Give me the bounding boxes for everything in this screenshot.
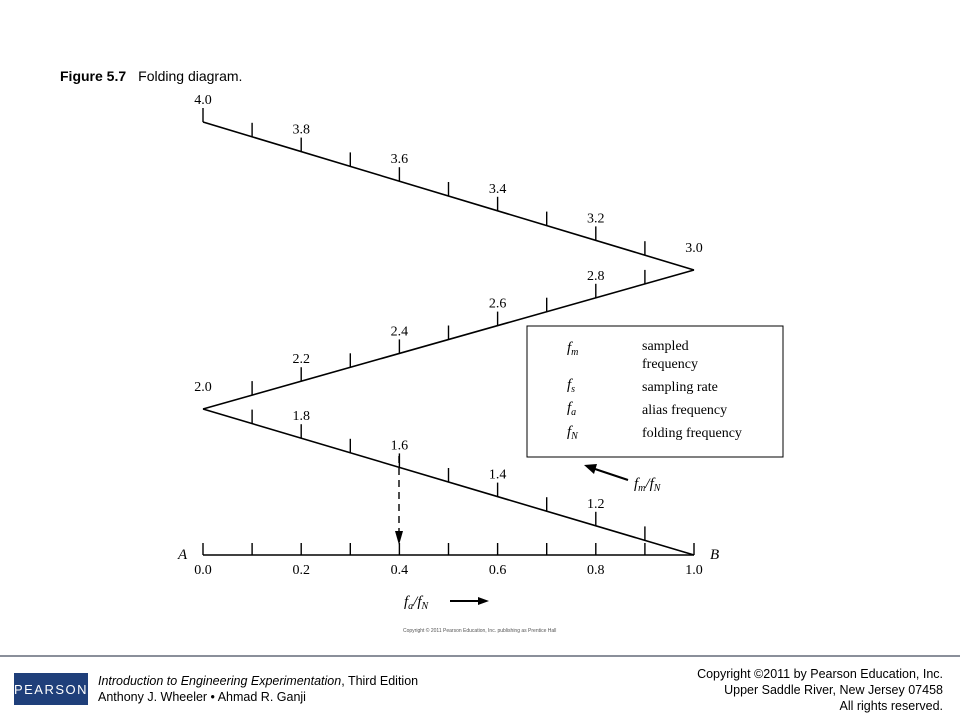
svg-text:sampling rate: sampling rate: [642, 380, 718, 395]
book-edition: , Third Edition: [341, 674, 419, 688]
figure-number: Figure 5.7: [60, 68, 127, 84]
fa-fn-arrow: [450, 597, 489, 605]
svg-text:alias frequency: alias frequency: [642, 403, 727, 418]
upper-scale-label: 3.2: [587, 211, 605, 226]
projection-arrowhead: [395, 531, 403, 545]
axis-scale-label: 0.8: [587, 563, 605, 578]
small-copyright: Copyright © 2011 Pearson Education, Inc.…: [403, 627, 556, 634]
legend-box: [526, 325, 784, 458]
tick-marks: [202, 108, 695, 555]
legend-symbols: fm fs fa fN: [567, 340, 579, 442]
legend-descriptions: sampled frequency sampling rate alias fr…: [642, 339, 742, 441]
axis-scale-label: 0.0: [194, 563, 212, 578]
lower-scale-label: 1.2: [587, 497, 605, 512]
figure-caption: Figure 5.7 Folding diagram.: [60, 68, 242, 84]
axis-scale-label: 0.2: [292, 563, 310, 578]
axis-scale-label: 0.4: [391, 563, 409, 578]
upper-scale-label: 3.8: [292, 123, 310, 138]
svg-text:frequency: frequency: [642, 357, 698, 372]
svg-text:fa: fa: [567, 400, 576, 418]
svg-text:folding frequency: folding frequency: [642, 426, 742, 441]
middle-scale-label: 2.8: [587, 269, 605, 284]
svg-text:fN: fN: [567, 424, 579, 442]
scale-labels: 4.0 3.8 3.6 3.4 3.2 3.0 2.0 2.2 2.4 2.6 2.8 1.8 1.6 1…: [194, 93, 703, 578]
fa-fn-label: fa/fN: [404, 594, 430, 612]
book-title: Introduction to Engineering Experimentat…: [98, 674, 342, 688]
lower-scale-label: 1.6: [391, 438, 409, 453]
middle-scale-label: 2.0: [194, 380, 212, 395]
upper-scale-label: 4.0: [194, 93, 212, 108]
axis-scale-label: 0.6: [489, 563, 507, 578]
folding-diagram: 4.0 3.8 3.6 3.4 3.2 3.0 2.0 2.2 2.4 2.6 2.8 1.8 1.6 1…: [177, 93, 784, 634]
pearson-logo: PEARSON: [14, 673, 88, 705]
fm-fn-arrow: [584, 464, 629, 481]
book-info: Introduction to Engineering Experimentat…: [98, 673, 418, 705]
svg-text:fm: fm: [567, 340, 578, 358]
svg-text:sampled: sampled: [642, 339, 689, 354]
book-authors: Anthony J. Wheeler • Ahmad R. Ganji: [98, 690, 306, 704]
middle-scale-label: 2.4: [391, 324, 409, 339]
copyright-info: Copyright ©2011 by Pearson Education, In…: [697, 667, 943, 713]
upper-scale-label: 3.0: [685, 241, 703, 256]
upper-scale-label: 3.6: [391, 152, 409, 167]
upper-scale-label: 3.4: [489, 182, 507, 197]
fm-fn-label: fm/fN: [634, 476, 662, 494]
svg-text:fs: fs: [567, 377, 575, 395]
lower-scale-label: 1.8: [292, 409, 310, 424]
footer-divider: [0, 655, 960, 657]
lower-scale-label: 1.4: [489, 468, 507, 483]
middle-scale-label: 2.2: [292, 352, 310, 367]
axis-scale-label: 1.0: [685, 563, 703, 578]
middle-scale-label: 2.6: [489, 297, 507, 312]
figure-title: Folding diagram.: [138, 68, 243, 84]
point-b-label: B: [710, 547, 719, 563]
point-a-label: A: [177, 547, 188, 563]
